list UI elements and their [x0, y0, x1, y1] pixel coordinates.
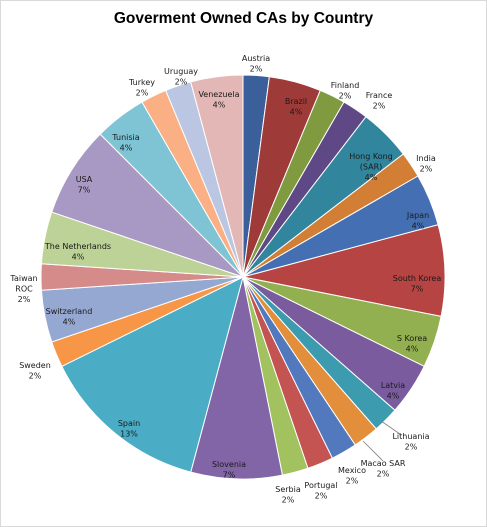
data-label-lithuania: Lithuania 2%: [392, 432, 429, 452]
data-label-usa: USA 7%: [76, 175, 93, 195]
data-label-japan: Japan 4%: [406, 211, 429, 231]
data-label-venezuela: Venezuela 4%: [198, 90, 239, 110]
data-label-finland: Finland 2%: [331, 81, 360, 101]
data-label-mexico: Mexico 2%: [338, 466, 366, 486]
data-label-france: France 2%: [366, 91, 393, 111]
data-label-serbia: Serbia 2%: [275, 485, 301, 505]
data-label-s-korea: S Korea 4%: [397, 334, 427, 354]
pie-slice-spain: [61, 276, 244, 473]
chart-title: Goverment Owned CAs by Country: [113, 10, 374, 27]
data-label-south-korea: South Korea 7%: [393, 274, 442, 294]
data-label-sweden: Sweden 2%: [19, 361, 51, 381]
data-label-turkey: Turkey 2%: [128, 78, 155, 98]
data-label-slovenia: Slovenia 7%: [212, 460, 246, 480]
data-label-taiwan-roc: Taiwan ROC 2%: [9, 274, 37, 304]
data-label-switzerland: Switzerland 4%: [46, 307, 93, 327]
data-label-macao-sar: Macao SAR 2%: [361, 459, 406, 479]
data-label-hong-kong-sar: Hong Kong (SAR) 4%: [349, 152, 393, 182]
pie-slice-venezuela: [190, 74, 244, 278]
data-label-austria: Austria 2%: [242, 54, 270, 74]
leader-line: [380, 420, 401, 435]
data-label-the-netherlands: The Netherlands 4%: [44, 242, 111, 262]
data-label-latvia: Latvia 4%: [381, 381, 405, 401]
data-label-uruguay: Uruguay 2%: [164, 67, 198, 87]
data-label-tunisia: Tunisia 4%: [111, 133, 139, 153]
data-label-spain: Spain 13%: [118, 419, 140, 439]
leader-line: [362, 440, 384, 462]
data-label-portugal: Portugal 2%: [304, 481, 337, 501]
data-label-india: India 2%: [416, 154, 436, 174]
data-label-brazil: Brazil 4%: [285, 97, 307, 117]
